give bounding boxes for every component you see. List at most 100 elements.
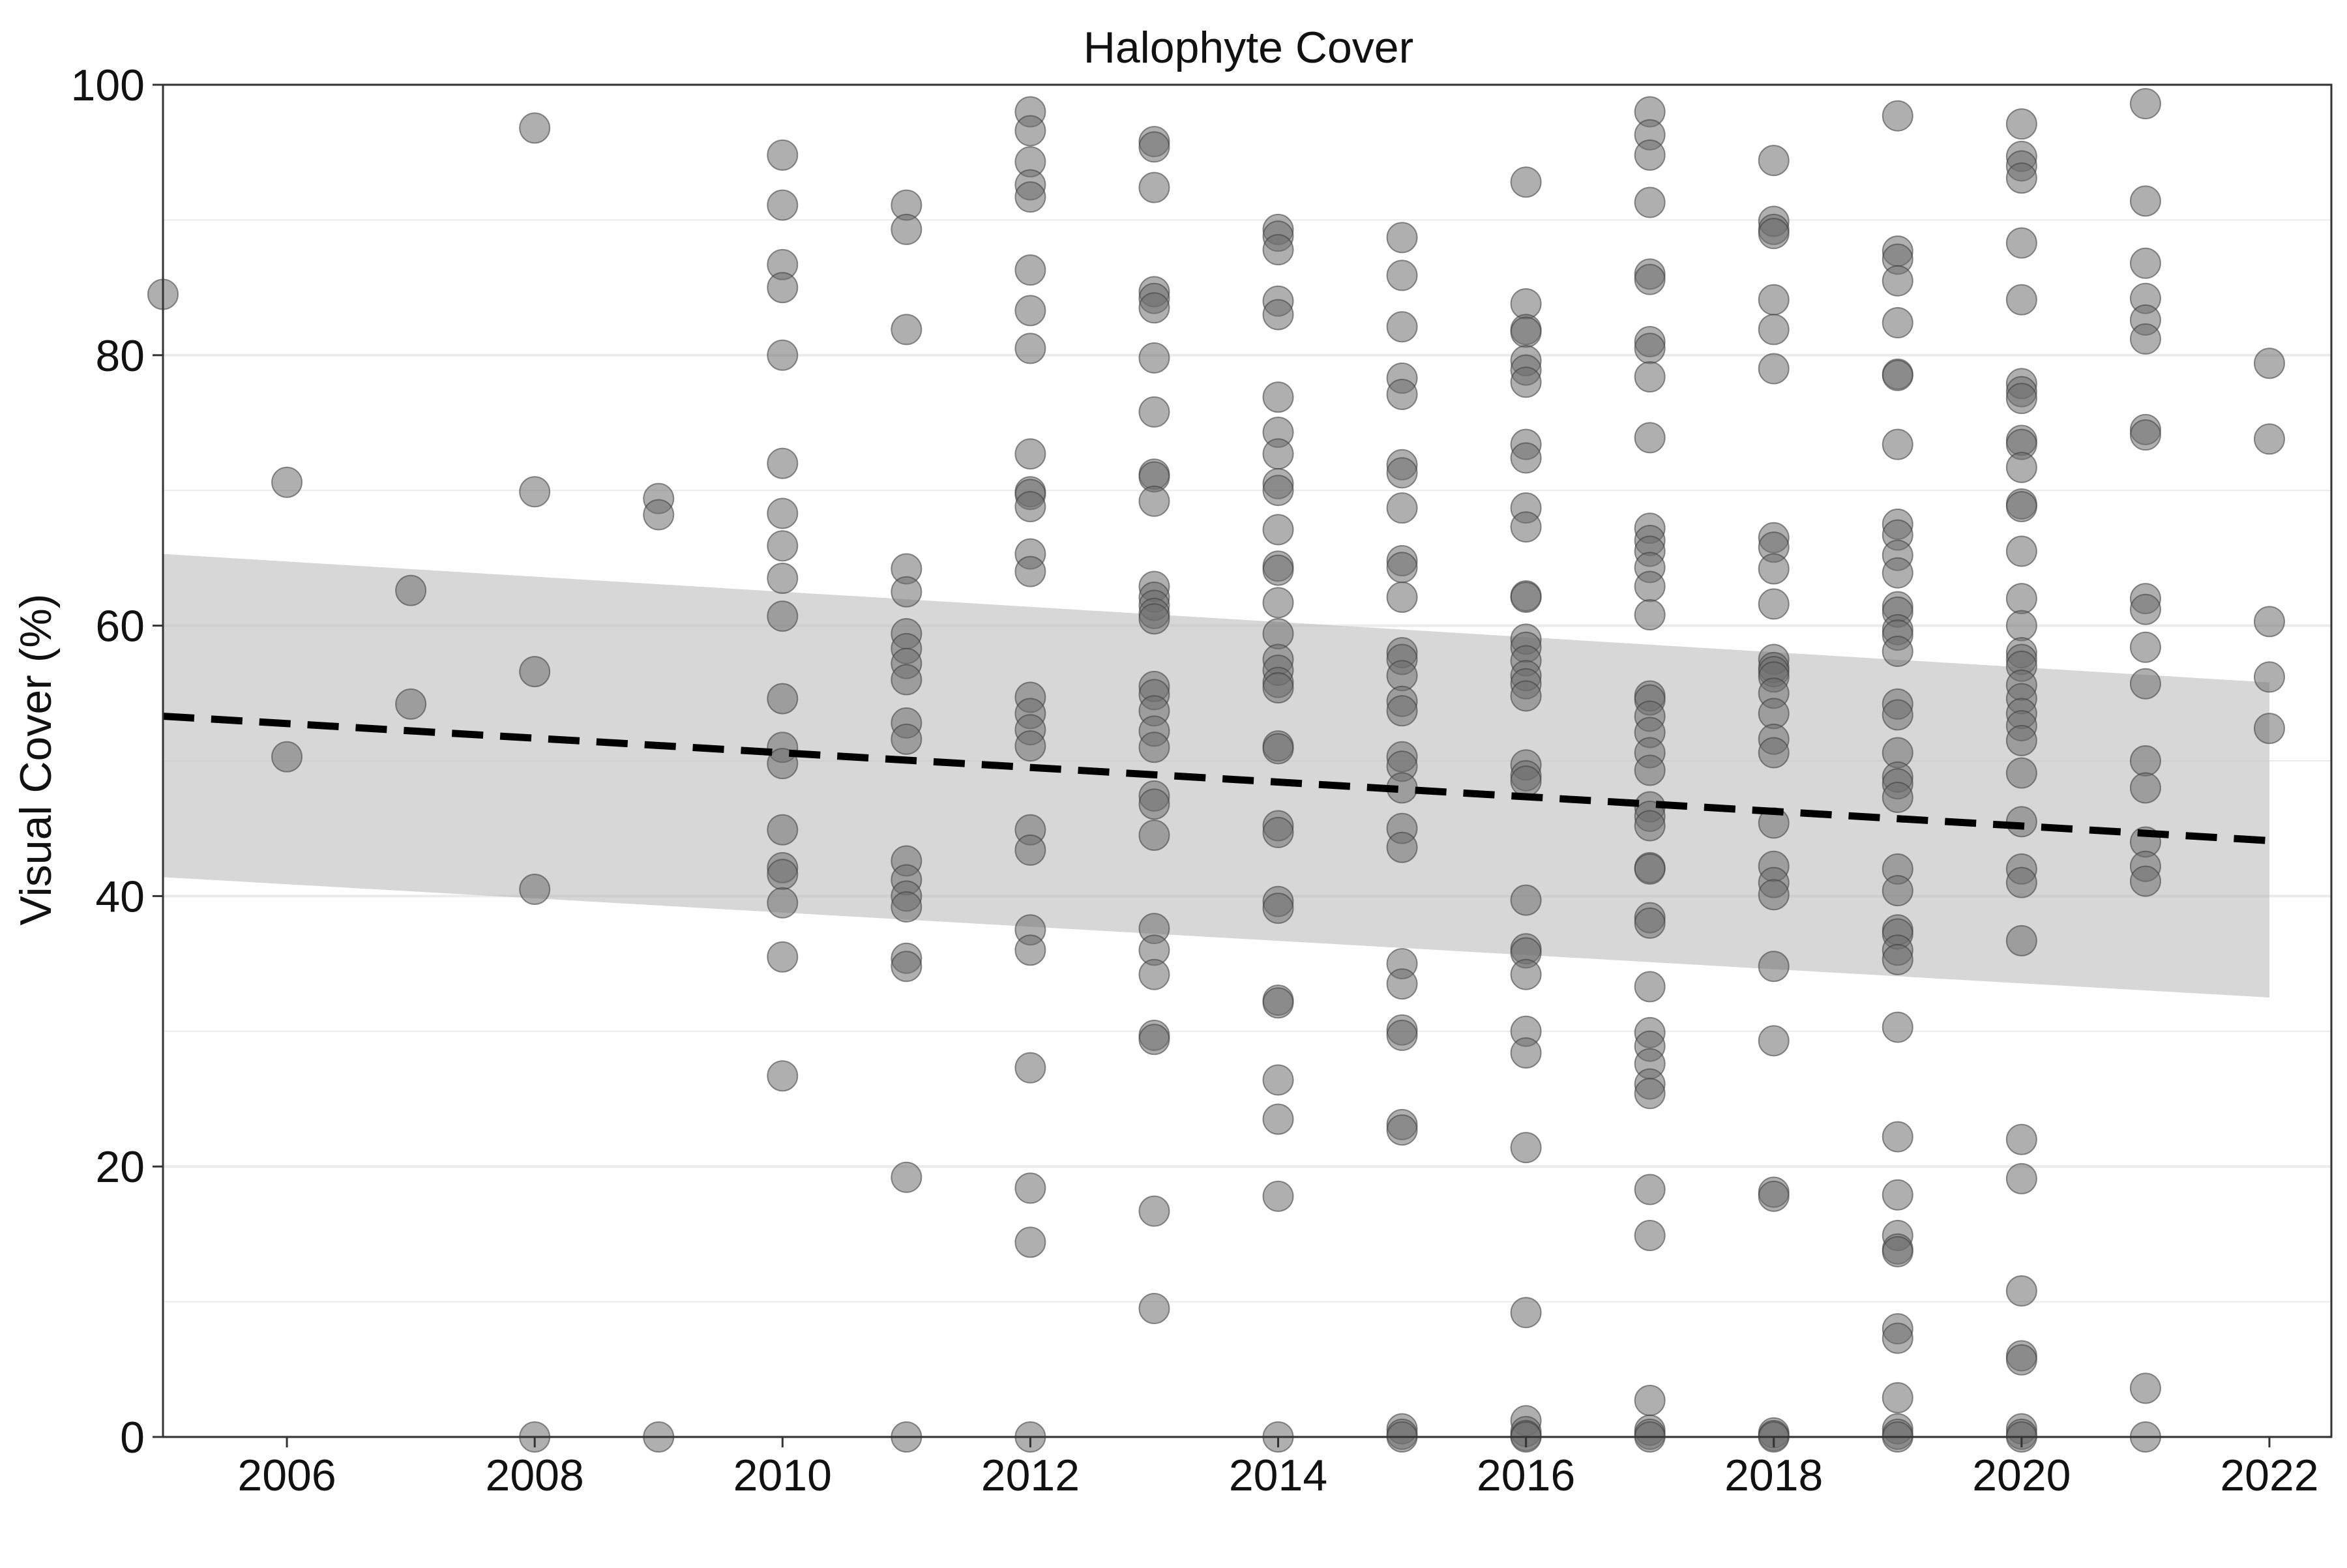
data-point — [2129, 419, 2161, 451]
y-tick-label: 0 — [120, 1413, 145, 1462]
data-point — [1758, 951, 1790, 983]
data-point — [1510, 442, 1542, 474]
data-point — [1262, 514, 1294, 546]
data-point — [271, 741, 303, 773]
data-point — [767, 447, 799, 479]
x-tick-label: 2008 — [486, 1451, 584, 1500]
data-point — [891, 723, 923, 755]
chart-title: Halophyte Cover — [1084, 23, 1413, 72]
data-point — [1138, 788, 1170, 820]
data-point — [1510, 166, 1542, 198]
data-point — [2005, 583, 2037, 615]
data-point — [2129, 772, 2161, 804]
data-point — [1882, 1011, 1913, 1043]
trend-line — [162, 713, 2270, 844]
data-point — [1386, 582, 1418, 614]
y-axis-ticks: 0 20 40 60 80 100 — [71, 61, 163, 1462]
data-point — [891, 891, 923, 923]
data-point — [643, 499, 675, 531]
data-point — [1634, 361, 1666, 392]
data-point — [767, 887, 799, 919]
data-point — [2253, 713, 2285, 745]
data-point — [767, 814, 799, 846]
y-tick-label: 60 — [95, 602, 145, 651]
data-point — [767, 189, 799, 221]
data-point — [519, 874, 551, 906]
data-point — [1510, 582, 1542, 614]
data-point — [767, 139, 799, 171]
data-point — [2129, 668, 2161, 700]
data-point — [1882, 557, 1913, 589]
data-point — [1758, 314, 1790, 346]
data-point — [1262, 1103, 1294, 1135]
data-point — [1510, 366, 1542, 398]
data-point — [519, 656, 551, 688]
data-point — [1510, 680, 1542, 712]
data-point — [1634, 333, 1666, 364]
data-point — [1758, 879, 1790, 911]
data-point — [1510, 958, 1542, 990]
confidence-band — [163, 554, 2269, 998]
data-point — [891, 1161, 923, 1193]
data-point — [767, 530, 799, 562]
data-point — [1014, 115, 1046, 147]
data-point — [519, 476, 551, 508]
data-point — [1138, 820, 1170, 851]
data-point — [2129, 185, 2161, 217]
data-point — [1510, 1132, 1542, 1164]
data-point — [1758, 553, 1790, 585]
data-point — [1138, 1195, 1170, 1227]
data-point — [1758, 1025, 1790, 1057]
data-point — [1758, 284, 1790, 316]
data-point — [2253, 606, 2285, 638]
y-tick-label: 40 — [95, 872, 145, 921]
data-point — [1138, 603, 1170, 635]
data-point — [1014, 333, 1046, 364]
data-point — [2005, 925, 2037, 956]
data-point — [1262, 672, 1294, 704]
data-point — [2005, 610, 2037, 642]
data-point — [1634, 570, 1666, 602]
data-point — [1386, 311, 1418, 343]
data-point — [395, 688, 427, 720]
data-point — [2005, 1275, 2037, 1307]
data-point — [767, 272, 799, 304]
data-point — [1014, 295, 1046, 327]
data-point — [1262, 234, 1294, 266]
data-point — [2005, 1344, 2037, 1376]
data-point — [1138, 1292, 1170, 1324]
data-point — [2005, 1123, 2037, 1155]
data-point — [1882, 781, 1913, 813]
data-point — [1014, 181, 1046, 213]
data-point — [1882, 359, 1913, 391]
data-point — [1634, 599, 1666, 631]
data-point — [1634, 1219, 1666, 1251]
data-point — [2005, 108, 2037, 140]
data-point — [271, 466, 303, 498]
x-tick-label: 2012 — [981, 1451, 1080, 1500]
x-tick-label: 2010 — [733, 1451, 832, 1500]
data-point — [1758, 1180, 1790, 1212]
data-point — [1386, 457, 1418, 489]
y-tick-label: 80 — [95, 331, 145, 381]
data-point — [2005, 383, 2037, 415]
data-point — [1262, 475, 1294, 507]
data-point — [2129, 323, 2161, 355]
x-tick-label: 2016 — [1477, 1451, 1575, 1500]
data-point — [2005, 757, 2037, 789]
data-point — [2129, 88, 2161, 120]
data-point — [767, 339, 799, 371]
data-point — [2005, 451, 2037, 483]
data-point — [1882, 943, 1913, 975]
data-point — [1262, 1180, 1294, 1212]
data-point — [1510, 884, 1542, 916]
data-point — [1386, 1020, 1418, 1052]
data-point — [2129, 631, 2161, 663]
data-point — [1386, 378, 1418, 410]
data-point — [2005, 227, 2037, 259]
data-point — [1634, 139, 1666, 171]
data-point — [2129, 745, 2161, 777]
data-point — [891, 314, 923, 346]
data-point — [2005, 284, 2037, 316]
data-point — [1634, 1078, 1666, 1110]
